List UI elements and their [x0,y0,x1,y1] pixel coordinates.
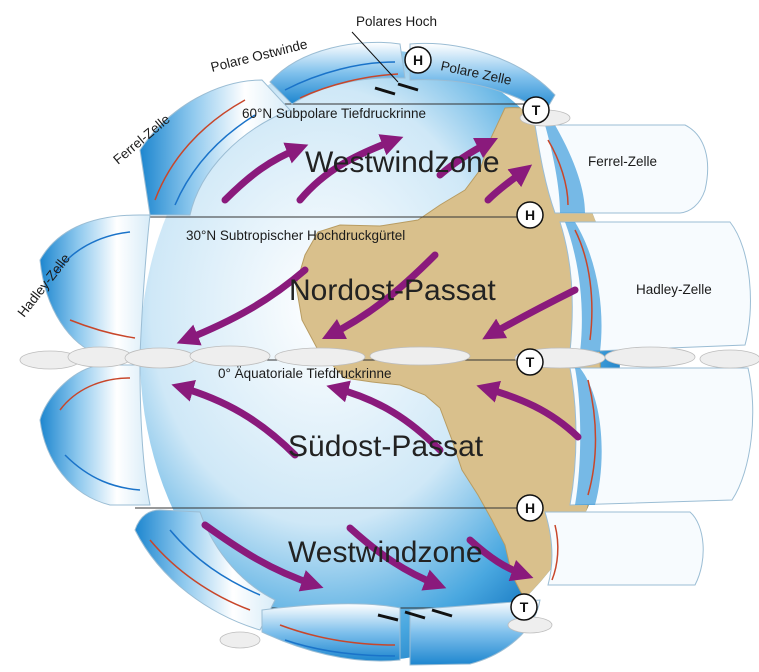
label-westwind-south: Westwindzone [288,536,483,569]
cell-flow-line [299,73,399,99]
nordost-passat-arrow [482,286,579,340]
cell-flow-line [284,639,396,657]
pressure-badge-equatorial-low: T [516,348,544,376]
cell-flow-line [149,539,251,611]
label-nordost-passat: Nordost-Passat [289,274,496,307]
cell-flow-line [54,231,131,276]
cell-flow-line [169,529,261,596]
cell-flow-line [174,114,256,206]
cell-flow-line [547,139,569,206]
cell-flow-line [59,377,131,411]
label-equatorial-trough: 0° Äquatoriale Tiefdruckrinne [218,366,392,381]
badge-label: T [526,354,535,370]
label-ferrel-cell-right: Ferrel-Zelle [588,154,657,169]
polar-cell-left-south [261,603,401,662]
cells-left [39,41,406,662]
hadley-cell-left [39,214,151,356]
polar-easterlies-pointer [351,31,399,83]
badge-label: T [532,102,541,118]
suedost-passat-arrow [476,380,582,441]
westwind-south-arrow [466,536,534,582]
westwind-arrow [221,142,309,204]
ferrel-cell-left-south [134,509,276,631]
ferrel-cell-left [139,79,291,216]
suedost-passat-arrow [326,380,444,454]
suedost-passat-arrow [171,379,299,459]
label-hadley-cell-right: Hadley-Zelle [636,282,712,297]
pressure-badge-south-subtropical-high: H [516,494,544,522]
badge-label: T [520,599,529,615]
cell-flow-line [284,61,396,91]
cell-flow-line [154,99,246,201]
label-subtropical-high: 30°N Subtropischer Hochdruckgürtel [186,228,405,243]
polar-cell-right-south [409,599,541,666]
westwind-arrow [436,137,499,179]
hadley-cell-right [559,221,751,353]
cell-flow-arrows [54,61,597,657]
pressure-badge-south-subpolar-low: T [510,593,538,621]
hadley-cell-right-south-shade [575,368,602,505]
hadley-cell-right-south [569,367,754,506]
label-subpolar-trough: 60°N Subpolare Tiefdruckrinne [242,106,426,121]
nordost-passat-arrow [176,266,309,346]
label-polares-hoch: Polares Hoch [356,14,437,29]
pressure-badge-subtropical-high: H [516,201,544,229]
westwind-arrow [296,134,404,204]
pressure-badge-subpolar-low: T [522,96,550,124]
cell-flow-line [574,229,593,341]
pressure-badge-polar-high: H [404,46,432,74]
badge-label: H [525,500,535,516]
nordost-passat-arrow [321,251,439,340]
cell-flow-line [587,379,597,496]
westwind-arrow [484,164,533,204]
cells-right [409,42,754,666]
polar-cell-right [409,42,556,113]
cell-flow-line [279,624,396,646]
label-westwind-north: Westwindzone [305,146,500,179]
ferrel-cell-right-shade [545,125,585,213]
westwind-south-arrow [346,524,447,591]
cell-flow-line [69,319,136,339]
hadley-cell-left-south [39,364,151,506]
wind-arrows [171,134,582,592]
ferrel-cell-right-south [544,511,704,586]
label-suedost-passat: Südost-Passat [288,430,484,463]
polar-easterlies-lines [374,82,453,622]
badge-label: H [413,52,423,68]
cell-flow-line [64,454,141,491]
westwind-south-arrow [201,521,324,592]
badge-label: H [525,207,535,223]
cell-flow-line [551,524,559,581]
